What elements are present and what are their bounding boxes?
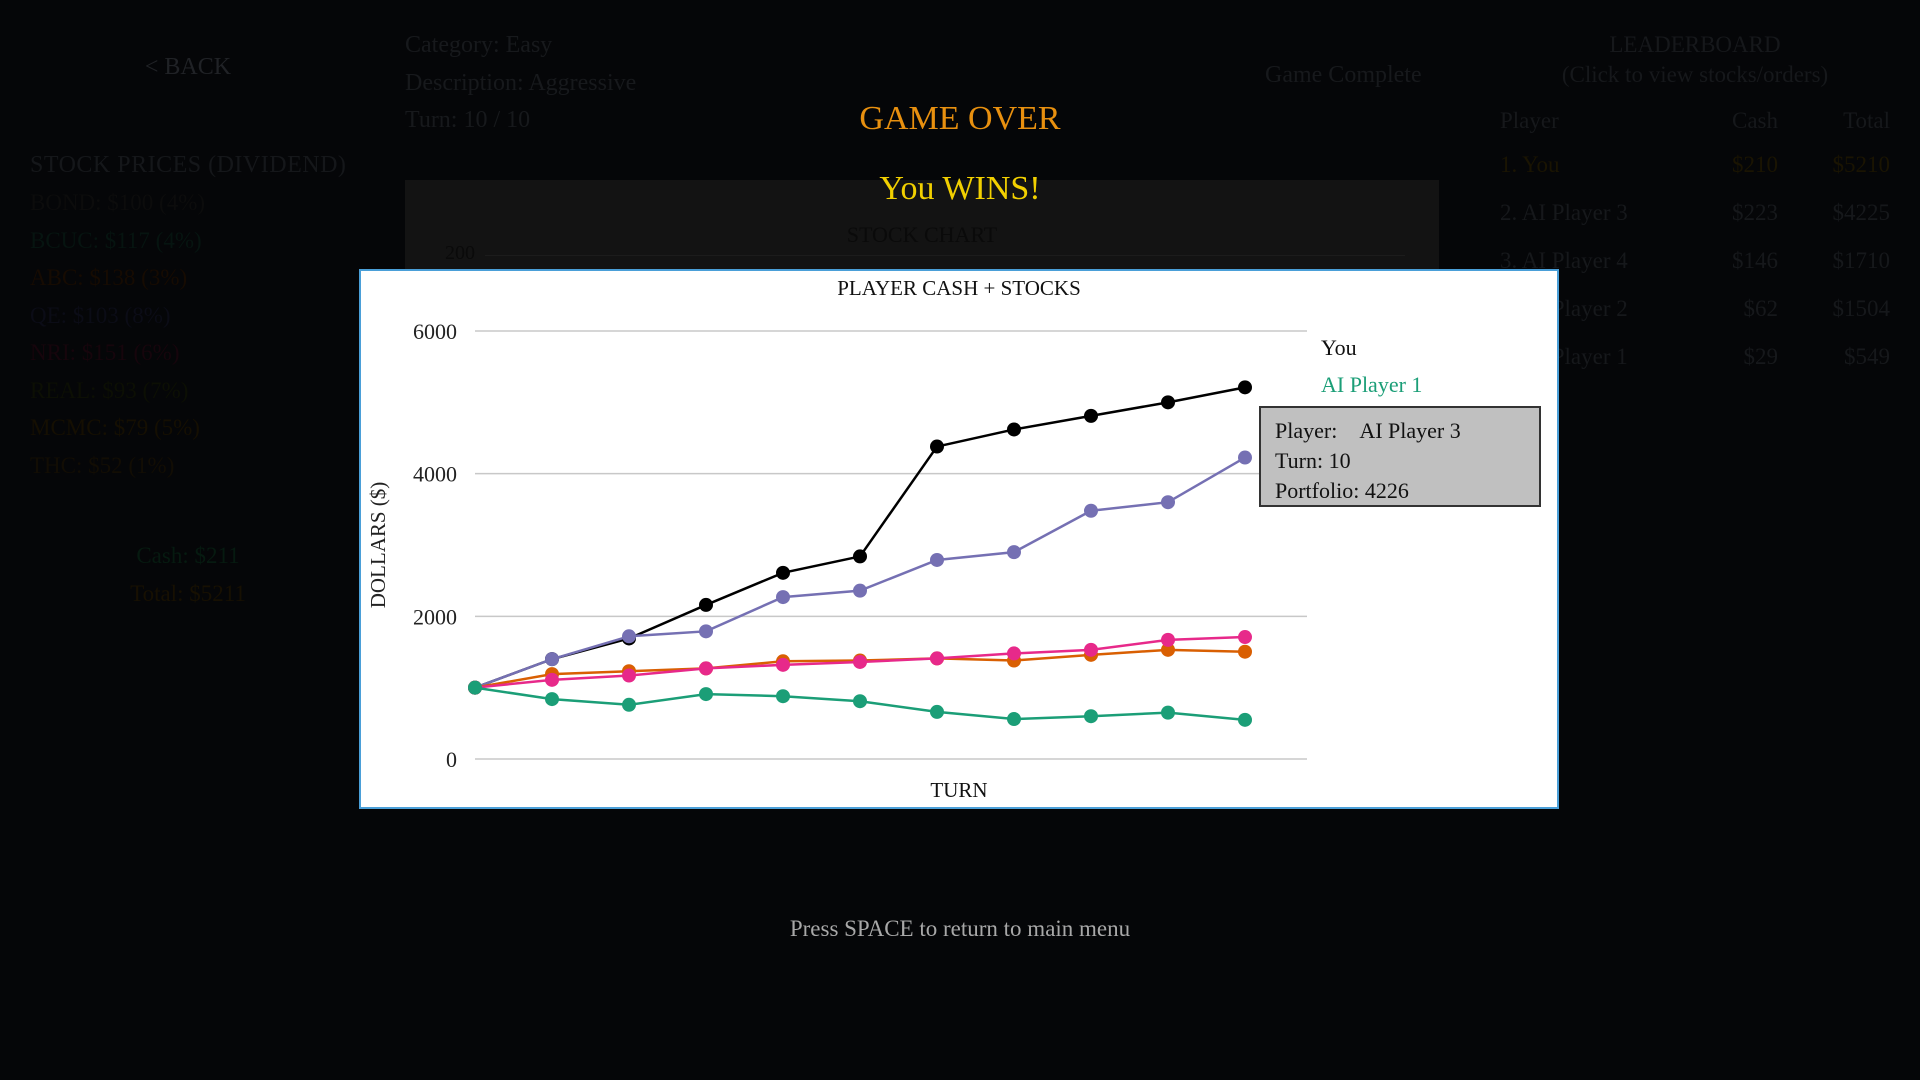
tooltip-portfolio: Portfolio: 4226 bbox=[1275, 478, 1409, 503]
leaderboard-title: LEADERBOARD bbox=[1609, 32, 1781, 57]
stock-price-item: ABC: $138 (3%) bbox=[30, 265, 188, 290]
data-point bbox=[1161, 705, 1175, 720]
data-point bbox=[1007, 712, 1021, 727]
stock-chart-gridline bbox=[485, 255, 1405, 256]
stock-price-item: MCMC: $79 (5%) bbox=[30, 415, 200, 440]
leaderboard-total: $549 bbox=[1844, 344, 1890, 369]
data-point bbox=[1007, 646, 1021, 661]
stock-price-item: REAL: $93 (7%) bbox=[30, 377, 189, 403]
chart-tooltip: Player: AI Player 3 Turn: 10 Portfolio: … bbox=[1259, 406, 1541, 507]
data-point bbox=[1084, 709, 1098, 724]
category-label: Category: Easy bbox=[405, 32, 553, 58]
leaderboard-player[interactable]: 2. AI Player 3 bbox=[1500, 200, 1628, 225]
leaderboard-cash: $210 bbox=[1732, 152, 1778, 177]
leaderboard-cash: $62 bbox=[1743, 296, 1779, 321]
tooltip-turn: Turn: 10 bbox=[1275, 448, 1351, 473]
legend-item-ai-player-1[interactable]: AI Player 1 bbox=[1321, 372, 1423, 397]
legend-item-you[interactable]: You bbox=[1321, 335, 1357, 360]
data-point bbox=[699, 687, 713, 702]
data-point bbox=[776, 657, 790, 672]
leaderboard-cash: $223 bbox=[1732, 200, 1778, 225]
data-point bbox=[1161, 642, 1175, 657]
data-point bbox=[1084, 408, 1098, 423]
return-to-menu-hint: Press SPACE to return to main menu bbox=[789, 916, 1131, 941]
data-point bbox=[930, 704, 944, 719]
y-tick-label: 2000 bbox=[413, 604, 457, 629]
data-point bbox=[622, 629, 636, 644]
y-tick-label: 0 bbox=[446, 747, 457, 772]
stock-chart-tick: 200 bbox=[445, 242, 475, 264]
data-point bbox=[545, 692, 559, 707]
leaderboard-header-total: Total bbox=[1843, 108, 1890, 133]
data-point bbox=[1238, 712, 1252, 727]
data-point bbox=[1007, 545, 1021, 560]
data-point bbox=[930, 651, 944, 666]
back-button[interactable]: < BACK bbox=[144, 54, 232, 80]
turn-label: Turn: 10 / 10 bbox=[405, 107, 531, 133]
stock-price-item: NRI: $151 (6%) bbox=[30, 340, 180, 365]
x-axis-label: TURN bbox=[930, 778, 987, 802]
stock-price-item: BOND: $100 (4%) bbox=[30, 190, 206, 215]
player-portfolio-chart: 0 2000 4000 6000 PLAYER CASH + STOCKS TURN DOL… bbox=[359, 269, 1559, 809]
data-point bbox=[776, 689, 790, 704]
leaderboard-total: $4225 bbox=[1832, 200, 1891, 225]
game-status: Game Complete bbox=[1265, 62, 1422, 88]
data-point bbox=[1161, 395, 1175, 410]
data-point bbox=[468, 680, 482, 695]
stock-price-item: QE: $103 (8%) bbox=[30, 302, 171, 328]
y-tick-label: 6000 bbox=[413, 319, 457, 344]
data-point bbox=[622, 697, 636, 712]
data-point bbox=[622, 668, 636, 683]
data-point bbox=[699, 624, 713, 639]
portfolio-chart-svg: 0 2000 4000 6000 PLAYER CASH + STOCKS TURN DOL… bbox=[366, 276, 1307, 802]
data-point bbox=[853, 694, 867, 709]
stock-prices-heading: STOCK PRICES (DIVIDEND) bbox=[30, 152, 347, 178]
game-over-title: GAME OVER bbox=[859, 100, 1061, 137]
leaderboard-cash: $146 bbox=[1732, 248, 1778, 273]
data-point bbox=[699, 597, 713, 612]
data-point bbox=[853, 654, 867, 669]
data-point bbox=[853, 549, 867, 564]
leaderboard-header-player: Player bbox=[1500, 108, 1559, 133]
y-axis-label: DOLLARS ($) bbox=[366, 482, 390, 609]
chart-title: PLAYER CASH + STOCKS bbox=[837, 276, 1081, 300]
leaderboard-total: $1504 bbox=[1832, 296, 1891, 321]
stock-price-item: BCUC: $117 (4%) bbox=[30, 227, 202, 253]
data-point bbox=[1238, 630, 1252, 645]
tooltip-player: AI Player 3 bbox=[1359, 418, 1461, 443]
leaderboard-header-cash: Cash bbox=[1732, 108, 1778, 133]
data-point bbox=[1007, 422, 1021, 437]
data-point bbox=[853, 583, 867, 598]
data-point bbox=[930, 439, 944, 454]
data-point bbox=[1161, 495, 1175, 510]
leaderboard-cash: $29 bbox=[1743, 344, 1779, 369]
data-point bbox=[930, 552, 944, 567]
stock-price-item: THC: $52 (1%) bbox=[30, 452, 175, 478]
data-point bbox=[1238, 644, 1252, 659]
cash-value: Cash: $211 bbox=[136, 543, 240, 568]
description-label: Description: Aggressive bbox=[405, 70, 637, 96]
y-tick-label: 4000 bbox=[413, 462, 457, 487]
winner-message: You WINS! bbox=[879, 170, 1041, 207]
series-line-you bbox=[474, 386, 1246, 689]
stock-chart-title: STOCK CHART bbox=[846, 222, 998, 247]
tooltip-player-label: Player: bbox=[1275, 418, 1338, 443]
data-point bbox=[545, 652, 559, 667]
data-point bbox=[699, 661, 713, 676]
leaderboard-subtitle: (Click to view stocks/orders) bbox=[1561, 62, 1829, 87]
data-point bbox=[1084, 503, 1098, 518]
data-point bbox=[545, 672, 559, 687]
leaderboard-total: $1710 bbox=[1832, 248, 1891, 273]
data-point bbox=[1238, 380, 1252, 395]
leaderboard-player[interactable]: 3. AI Player 4 bbox=[1500, 248, 1628, 273]
data-point bbox=[776, 565, 790, 580]
data-point bbox=[1161, 632, 1175, 647]
leaderboard-total: $5210 bbox=[1832, 152, 1891, 177]
data-point bbox=[1084, 642, 1098, 657]
total-value: Total: $5211 bbox=[130, 581, 246, 606]
data-point bbox=[1238, 450, 1252, 465]
leaderboard-player[interactable]: 1. You bbox=[1500, 152, 1560, 177]
data-point bbox=[776, 590, 790, 605]
